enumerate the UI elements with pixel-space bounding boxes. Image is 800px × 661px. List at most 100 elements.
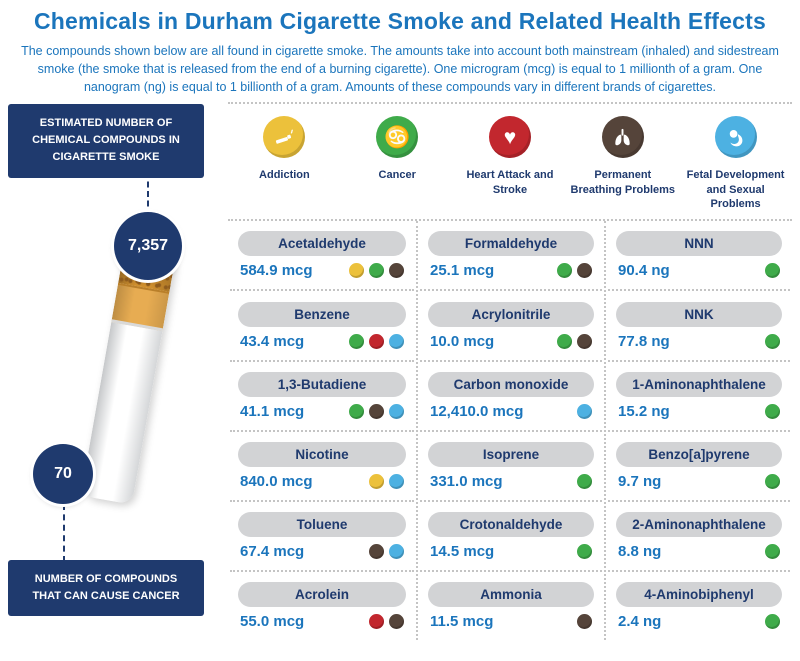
- legend-item-breathing: Permanent Breathing Problems: [566, 116, 679, 211]
- effect-dot-heart: [369, 333, 384, 349]
- effect-dots: [765, 403, 780, 419]
- cancer-icon: ♋: [376, 116, 419, 159]
- effect-dot-breathing: [577, 614, 592, 630]
- chemical-entry: Crotonaldehyde 14.5 mcg: [420, 502, 602, 573]
- content: ESTIMATED NUMBER OF CHEMICAL COMPOUNDS I…: [0, 96, 800, 641]
- chemical-amount: 2.4 ng: [618, 613, 662, 631]
- effect-dots: [369, 544, 404, 560]
- effect-dot-cancer: [765, 403, 780, 419]
- chemical-name: Acrylonitrile: [428, 301, 594, 327]
- chemical-name: 4-Aminobiphenyl: [616, 582, 782, 608]
- effect-dot-breathing: [577, 333, 592, 349]
- legend-label: Permanent Breathing Problems: [570, 169, 676, 196]
- chemical-entry: Benzo[a]pyrene 9.7 ng: [608, 432, 790, 503]
- lungs-icon: [601, 116, 644, 159]
- effect-dot-cancer: [369, 263, 384, 279]
- chemical-amount: 8.8 ng: [618, 543, 662, 561]
- effect-dots: [557, 263, 592, 279]
- chemical-entry: Ammonia 11.5 mcg: [420, 572, 602, 640]
- effect-dot-breathing: [389, 263, 404, 279]
- chemical-entry: 1-Aminonaphthalene 15.2 ng: [608, 362, 790, 432]
- chemical-name: Ammonia: [428, 582, 594, 608]
- chemical-name: Toluene: [238, 512, 406, 538]
- effect-dot-cancer: [765, 473, 780, 489]
- page-title: Chemicals in Durham Cigarette Smoke and …: [34, 8, 766, 34]
- chemical-entry: Formaldehyde 25.1 mcg: [420, 221, 602, 292]
- fetus-icon: [714, 116, 757, 159]
- chemical-name: 2-Aminonaphthalene: [616, 512, 782, 538]
- cigarette-paper: [80, 322, 163, 505]
- chemical-entry: Acrylonitrile 10.0 mcg: [420, 291, 602, 362]
- chemical-amount: 15.2 ng: [618, 402, 670, 420]
- cancer-count-value: 70: [33, 444, 93, 505]
- chemical-amount: 11.5 mcg: [430, 613, 494, 631]
- crab-glyph: ♋: [384, 125, 411, 149]
- effect-dots: [577, 473, 592, 489]
- chemical-amount: 67.4 mcg: [240, 543, 305, 561]
- chemical-amount: 77.8 ng: [618, 332, 670, 350]
- effect-dots: [349, 263, 404, 279]
- chemical-column-1: Acetaldehyde 584.9 mcg Benzene 43.4 mcg: [228, 221, 416, 640]
- chemical-amount: 25.1 mcg: [430, 262, 495, 280]
- effect-dot-cancer: [349, 403, 364, 419]
- chemical-amount: 41.1 mcg: [240, 402, 305, 420]
- chemical-column-3: NNN 90.4 ng NNK 77.8 ng: [604, 221, 792, 641]
- chemical-column-2: Formaldehyde 25.1 mcg Acrylonitrile 10.0…: [416, 221, 604, 641]
- chemical-name: Crotonaldehyde: [428, 512, 594, 538]
- effect-dots: [577, 544, 592, 560]
- heart-glyph: ♥: [503, 125, 517, 149]
- chemical-name: Isoprene: [428, 441, 594, 467]
- chemical-entry: Nicotine 840.0 mcg: [230, 432, 414, 503]
- addiction-icon: [263, 116, 306, 159]
- legend-item-heart: ♥ Heart Attack and Stroke: [454, 116, 567, 211]
- chemical-name: Acrolein: [238, 582, 406, 608]
- chemical-entry: Acrolein 55.0 mcg: [230, 572, 414, 640]
- effect-dot-cancer: [577, 544, 592, 560]
- chemical-amount: 43.4 mcg: [240, 332, 305, 350]
- legend-label: Addiction: [259, 169, 310, 182]
- compound-count-value: 7,357: [114, 212, 182, 281]
- effect-dots: [557, 333, 592, 349]
- chemical-name: 1-Aminonaphthalene: [616, 371, 782, 397]
- effect-dot-fetal: [577, 403, 592, 419]
- effect-dots: [369, 614, 404, 630]
- effect-dot-fetal: [389, 544, 404, 560]
- chemical-entry: Acetaldehyde 584.9 mcg: [230, 221, 414, 292]
- chemical-name: Benzo[a]pyrene: [616, 441, 782, 467]
- effect-dot-cancer: [765, 544, 780, 560]
- effect-dots: [765, 614, 780, 630]
- chemical-amount: 9.7 ng: [618, 472, 662, 490]
- effect-dot-addiction: [349, 263, 364, 279]
- chemical-name: 1,3-Butadiene: [238, 371, 406, 397]
- effect-dot-addiction: [369, 473, 384, 489]
- effect-dots: [765, 544, 780, 560]
- chemical-amount: 14.5 mcg: [430, 543, 495, 561]
- effect-dot-breathing: [389, 614, 404, 630]
- dashed-connector-top: [147, 172, 149, 217]
- chemical-amount: 331.0 mcg: [430, 472, 503, 490]
- effect-dot-heart: [369, 614, 384, 630]
- sidebar: ESTIMATED NUMBER OF CHEMICAL COMPOUNDS I…: [8, 102, 218, 640]
- effect-dot-cancer: [765, 614, 780, 630]
- chemical-entry: Benzene 43.4 mcg: [230, 291, 414, 362]
- effect-dots: [765, 333, 780, 349]
- chemical-entry: Isoprene 331.0 mcg: [420, 432, 602, 503]
- chemical-amount: 584.9 mcg: [240, 262, 313, 280]
- effect-dot-fetal: [389, 333, 404, 349]
- effect-dots: [765, 473, 780, 489]
- effects-legend: Addiction ♋ Cancer ♥ Heart Attack and St…: [228, 102, 792, 219]
- effect-dot-cancer: [577, 473, 592, 489]
- chemical-entry: NNK 77.8 ng: [608, 291, 790, 362]
- chemical-entry: NNN 90.4 ng: [608, 221, 790, 292]
- chemical-name: NNN: [616, 231, 782, 257]
- effect-dot-cancer: [349, 333, 364, 349]
- chemical-amount: 90.4 ng: [618, 262, 670, 280]
- cigarette-illustration: [80, 249, 176, 505]
- chemicals-grid: Acetaldehyde 584.9 mcg Benzene 43.4 mcg: [228, 219, 792, 641]
- chemical-name: Formaldehyde: [428, 231, 594, 257]
- cancer-count-label: NUMBER OF COMPOUNDS THAT CAN CAUSE CANCE…: [8, 560, 204, 617]
- effect-dots: [577, 403, 592, 419]
- legend-label: Fetal Development and Sexual Problems: [686, 169, 785, 210]
- chemical-entry: Carbon monoxide 12,410.0 mcg: [420, 362, 602, 432]
